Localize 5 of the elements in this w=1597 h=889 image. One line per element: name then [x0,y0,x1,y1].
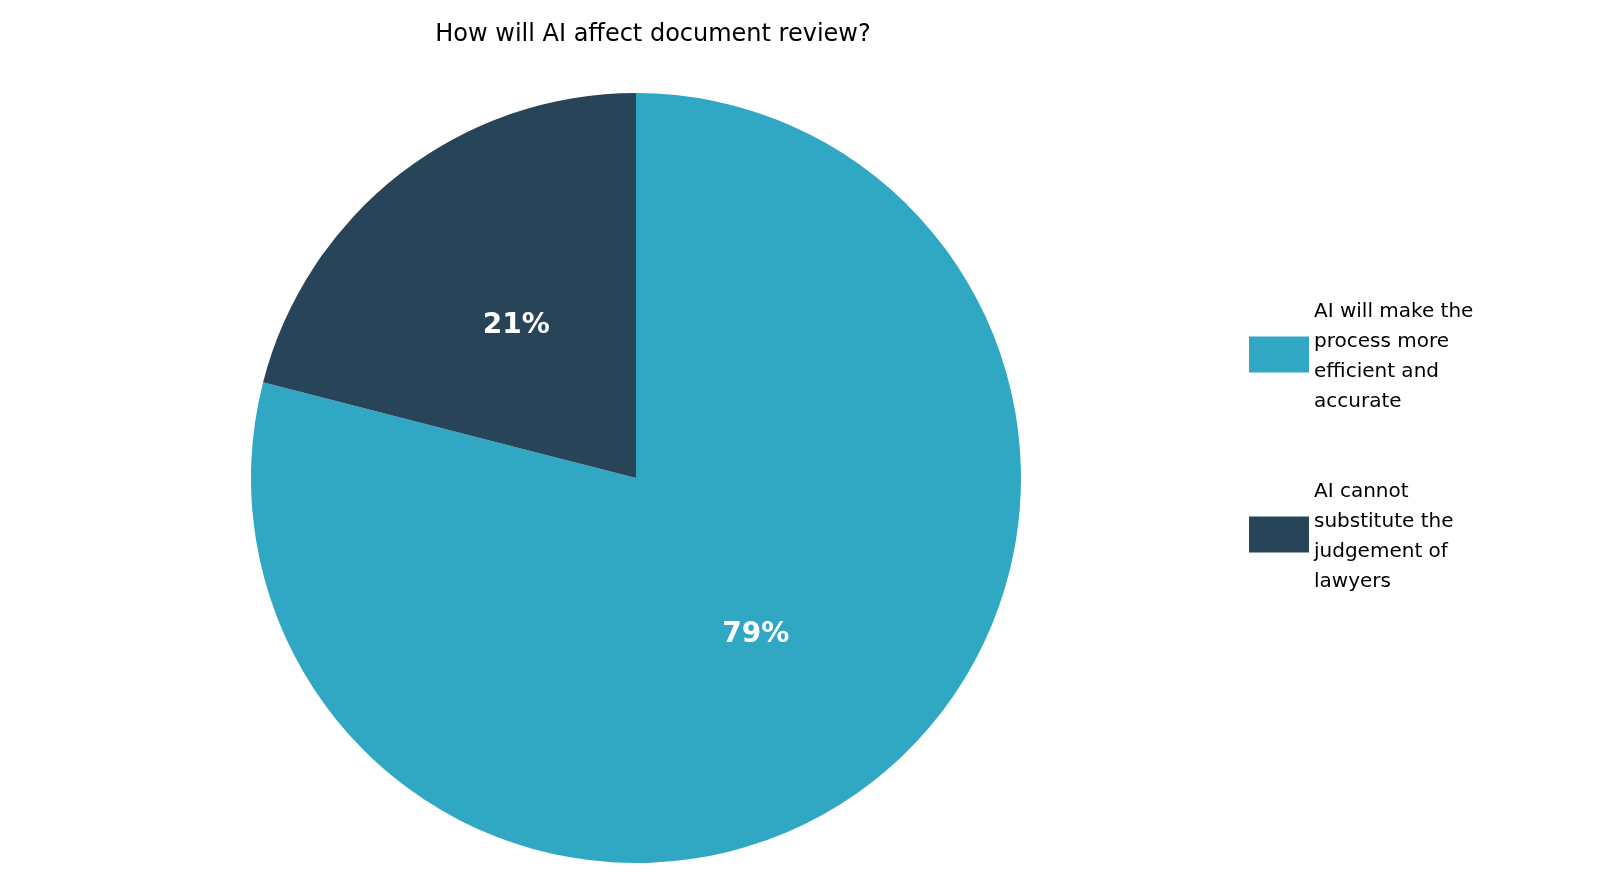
legend-label: AI cannot substitute the judgement of lawyers [1313,477,1460,592]
legend-label: AI will make the process more efficient and accurate [1314,297,1480,412]
chart-title: How will AI affect document review? [435,19,871,47]
data-label: 21% [482,307,550,341]
data-label: 79% [722,615,790,649]
